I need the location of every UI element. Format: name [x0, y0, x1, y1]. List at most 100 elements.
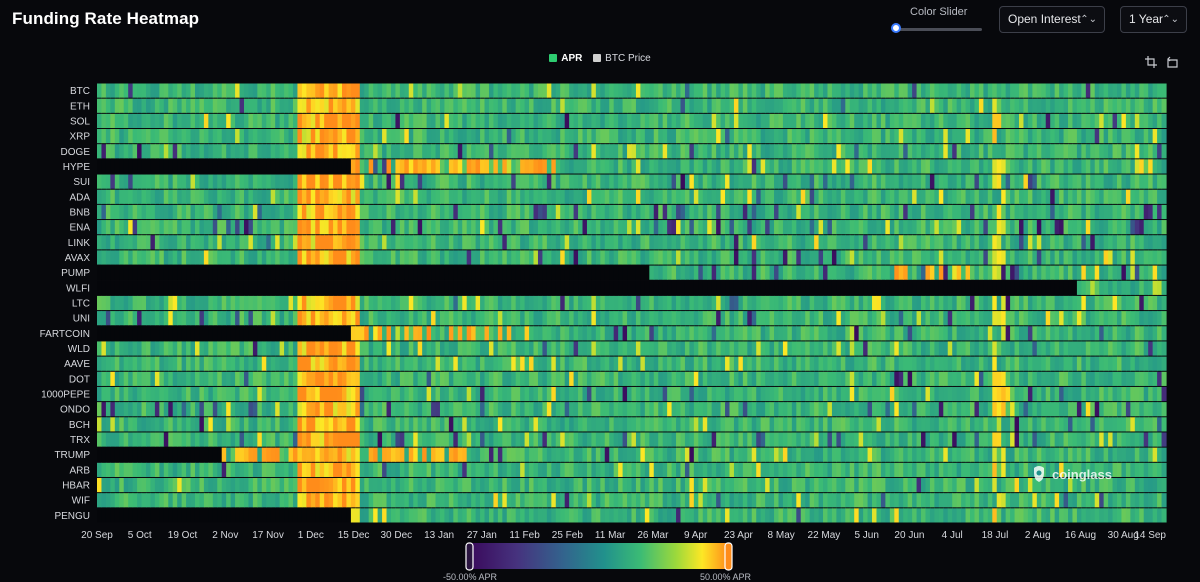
heatmap-cell[interactable]	[880, 174, 886, 189]
heatmap-cell[interactable]	[707, 295, 713, 311]
heatmap-cell[interactable]	[720, 371, 726, 386]
heatmap-cell[interactable]	[1103, 371, 1109, 386]
heatmap-cell[interactable]	[1019, 204, 1025, 220]
heatmap-cell[interactable]	[996, 280, 1002, 295]
heatmap-cell[interactable]	[1027, 280, 1033, 295]
heatmap-cell[interactable]	[217, 83, 223, 98]
heatmap-cell[interactable]	[1032, 235, 1038, 250]
heatmap-cell[interactable]	[154, 311, 160, 326]
heatmap-cell[interactable]	[1045, 174, 1051, 189]
heatmap-cell[interactable]	[288, 83, 294, 98]
heatmap-cell[interactable]	[961, 326, 967, 341]
heatmap-cell[interactable]	[350, 235, 356, 250]
heatmap-cell[interactable]	[791, 386, 797, 402]
heatmap-cell[interactable]	[925, 311, 931, 326]
heatmap-cell[interactable]	[328, 113, 334, 129]
heatmap-cell[interactable]	[805, 371, 811, 386]
heatmap-cell[interactable]	[546, 144, 552, 159]
heatmap-cell[interactable]	[555, 220, 561, 235]
heatmap-cell[interactable]	[947, 235, 953, 250]
heatmap-cell[interactable]	[533, 98, 539, 113]
heatmap-cell[interactable]	[243, 326, 250, 341]
heatmap-cell[interactable]	[221, 129, 227, 144]
heatmap-cell[interactable]	[667, 204, 673, 220]
heatmap-cell[interactable]	[707, 159, 713, 174]
heatmap-cell[interactable]	[208, 235, 214, 250]
heatmap-cell[interactable]	[782, 189, 788, 204]
heatmap-cell[interactable]	[693, 386, 699, 402]
heatmap-cell[interactable]	[578, 295, 584, 311]
heatmap-cell[interactable]	[854, 265, 860, 280]
heatmap-cell[interactable]	[417, 159, 423, 174]
heatmap-cell[interactable]	[235, 280, 241, 295]
heatmap-cell[interactable]	[288, 113, 294, 129]
heatmap-cell[interactable]	[943, 204, 949, 220]
heatmap-cell[interactable]	[315, 235, 321, 250]
heatmap-cell[interactable]	[1157, 189, 1163, 204]
heatmap-cell[interactable]	[497, 280, 503, 295]
heatmap-cell[interactable]	[154, 356, 160, 371]
heatmap-cell[interactable]	[689, 113, 695, 129]
heatmap-cell[interactable]	[1152, 113, 1158, 129]
heatmap-cell[interactable]	[961, 371, 967, 386]
heatmap-cell[interactable]	[1117, 371, 1123, 386]
heatmap-cell[interactable]	[894, 113, 900, 129]
heatmap-cell[interactable]	[693, 250, 699, 265]
heatmap-cell[interactable]	[471, 129, 477, 144]
heatmap-cell[interactable]	[863, 204, 869, 220]
heatmap-cell[interactable]	[217, 144, 223, 159]
heatmap-cell[interactable]	[618, 174, 624, 189]
heatmap-cell[interactable]	[716, 371, 722, 386]
heatmap-cell[interactable]	[569, 265, 575, 280]
heatmap-cell[interactable]	[97, 98, 103, 113]
heatmap-cell[interactable]	[537, 250, 544, 265]
heatmap-cell[interactable]	[359, 83, 365, 98]
heatmap-cell[interactable]	[827, 295, 833, 311]
heatmap-cell[interactable]	[493, 129, 499, 144]
heatmap-cell[interactable]	[970, 371, 976, 386]
heatmap-cell[interactable]	[684, 235, 690, 250]
heatmap-cell[interactable]	[1139, 189, 1145, 204]
heatmap-cell[interactable]	[226, 356, 232, 371]
heatmap-cell[interactable]	[105, 174, 111, 189]
heatmap-cell[interactable]	[137, 98, 143, 113]
heatmap-cell[interactable]	[555, 129, 561, 144]
heatmap-cell[interactable]	[395, 386, 401, 402]
heatmap-cell[interactable]	[1161, 250, 1167, 265]
heatmap-cell[interactable]	[346, 371, 352, 386]
heatmap-cell[interactable]	[1085, 295, 1091, 311]
heatmap-cell[interactable]	[711, 386, 717, 402]
heatmap-cell[interactable]	[569, 341, 575, 356]
heatmap-cell[interactable]	[194, 144, 201, 159]
heatmap-cell[interactable]	[377, 265, 383, 280]
heatmap-cell[interactable]	[453, 386, 459, 402]
heatmap-cell[interactable]	[520, 220, 526, 235]
heatmap-cell[interactable]	[1081, 98, 1087, 113]
heatmap-cell[interactable]	[337, 83, 343, 98]
heatmap-cell[interactable]	[123, 159, 129, 174]
heatmap-cell[interactable]	[742, 129, 748, 144]
heatmap-cell[interactable]	[341, 129, 348, 144]
heatmap-cell[interactable]	[1090, 174, 1096, 189]
heatmap-cell[interactable]	[845, 204, 851, 220]
heatmap-cell[interactable]	[101, 265, 107, 280]
heatmap-cell[interactable]	[252, 159, 258, 174]
heatmap-cell[interactable]	[649, 311, 655, 326]
heatmap-cell[interactable]	[497, 386, 503, 402]
heatmap-cell[interactable]	[684, 250, 690, 265]
heatmap-cell[interactable]	[221, 174, 227, 189]
heatmap-cell[interactable]	[350, 189, 356, 204]
heatmap-cell[interactable]	[270, 204, 276, 220]
heatmap-cell[interactable]	[119, 220, 125, 235]
heatmap-cell[interactable]	[707, 235, 713, 250]
heatmap-cell[interactable]	[1001, 265, 1007, 280]
heatmap-cell[interactable]	[613, 144, 619, 159]
heatmap-cell[interactable]	[328, 174, 334, 189]
heatmap-cell[interactable]	[684, 280, 690, 295]
heatmap-cell[interactable]	[943, 220, 949, 235]
heatmap-cell[interactable]	[502, 98, 508, 113]
heatmap-cell[interactable]	[1139, 113, 1145, 129]
heatmap-cell[interactable]	[355, 174, 361, 189]
heatmap-cell[interactable]	[226, 386, 232, 402]
heatmap-cell[interactable]	[128, 280, 134, 295]
